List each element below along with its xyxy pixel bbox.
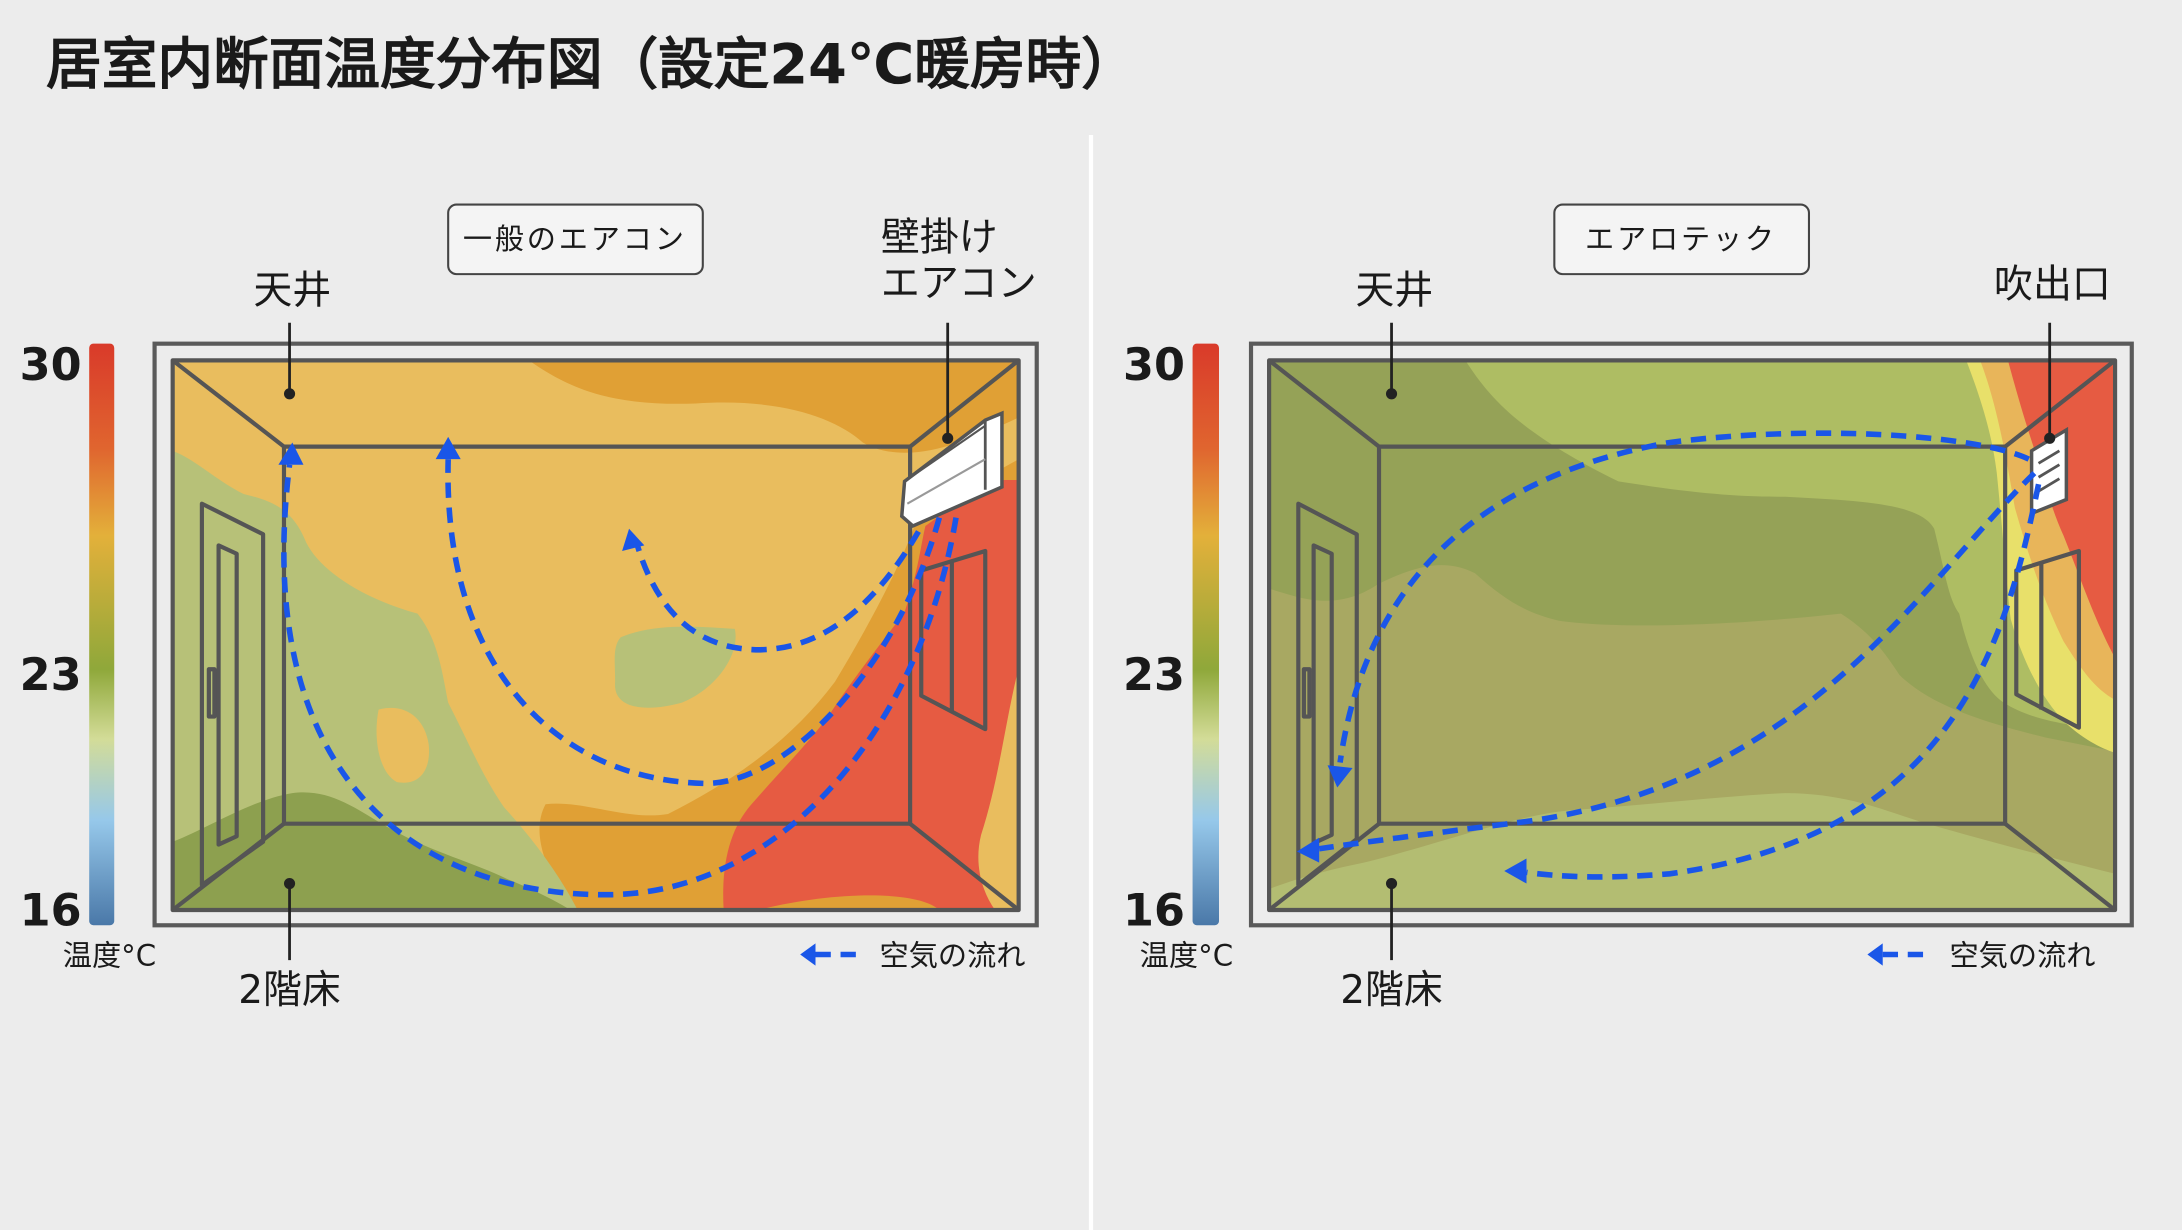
scale-unit: 温度°C bbox=[63, 939, 156, 973]
ceiling-label: 天井 bbox=[253, 268, 331, 313]
panel-label: エアロテック bbox=[1585, 222, 1777, 256]
arrow-head-icon bbox=[435, 436, 461, 460]
arrow-head-icon bbox=[1327, 765, 1353, 788]
heatmap bbox=[1269, 360, 2116, 910]
floor-label: 2階床 bbox=[1340, 968, 1443, 1013]
scale-mid: 23 bbox=[20, 650, 82, 701]
panel-label: 一般のエアコン bbox=[463, 222, 687, 256]
room-frame bbox=[152, 341, 1039, 928]
panel-label-box bbox=[1553, 203, 1811, 276]
page-title: 居室内断面温度分布図（設定24℃暖房時） bbox=[46, 32, 1137, 97]
source-label: 吹出口 bbox=[1994, 263, 2111, 308]
air-flow-arrows bbox=[1296, 430, 2042, 884]
room-frame bbox=[1248, 341, 2134, 928]
panel-aerotech: エアロテック 30 23 16 温度°C bbox=[1123, 203, 2134, 1013]
air-vent-icon bbox=[2029, 426, 2069, 516]
panel-conventional-ac: 一般のエアコン 30 23 16 温度°C bbox=[20, 203, 1039, 1013]
dashed-arrow-left-icon bbox=[1867, 943, 1883, 966]
source-marker bbox=[2044, 432, 2056, 444]
source-marker bbox=[942, 432, 954, 444]
window-icon bbox=[2014, 548, 2081, 730]
temperature-scale-bar bbox=[1192, 343, 1220, 926]
legend-label: 空気の流れ bbox=[1949, 939, 2095, 973]
door-icon bbox=[1296, 501, 1359, 888]
scale-max: 30 bbox=[20, 340, 82, 391]
heatmap bbox=[172, 360, 1019, 910]
air-flow-path bbox=[634, 530, 921, 653]
dashed-arrow-left-icon bbox=[800, 943, 816, 966]
ceiling-marker bbox=[1385, 388, 1398, 400]
source-label-line2: エアコン bbox=[881, 261, 1037, 306]
temperature-scale-bar bbox=[89, 343, 115, 926]
window-icon bbox=[919, 548, 988, 732]
ceiling-marker bbox=[283, 388, 296, 400]
air-flow-arrows bbox=[278, 436, 959, 898]
ceiling-label: 天井 bbox=[1355, 268, 1433, 313]
scale-unit: 温度°C bbox=[1140, 939, 1233, 973]
floor-marker bbox=[283, 877, 296, 890]
arrow-head-icon bbox=[1296, 837, 1320, 863]
scale-mid: 23 bbox=[1123, 650, 1185, 701]
arrow-head-icon bbox=[278, 442, 304, 465]
floor-label: 2階床 bbox=[238, 968, 341, 1013]
air-flow-legend: 空気の流れ bbox=[1867, 939, 2096, 973]
room-outline bbox=[1267, 358, 2118, 913]
arrow-head-icon bbox=[1504, 858, 1527, 884]
air-flow-path bbox=[445, 459, 943, 787]
air-flow-path bbox=[1337, 430, 2030, 763]
air-flow-legend: 空気の流れ bbox=[800, 939, 1026, 973]
scale-min: 16 bbox=[1123, 885, 1185, 936]
scale-min: 16 bbox=[20, 885, 82, 936]
scale-max: 30 bbox=[1123, 340, 1185, 391]
source-label-line1: 壁掛け bbox=[881, 215, 998, 260]
room-outline bbox=[170, 358, 1021, 913]
wall-air-conditioner-icon bbox=[899, 410, 1004, 528]
floor-marker bbox=[1385, 877, 1398, 890]
legend-label: 空気の流れ bbox=[880, 939, 1026, 973]
panel-label-box bbox=[447, 203, 704, 276]
air-flow-path bbox=[1318, 471, 2037, 852]
door-icon bbox=[199, 501, 266, 888]
arrow-head-icon bbox=[622, 528, 645, 551]
air-flow-path bbox=[281, 464, 959, 898]
